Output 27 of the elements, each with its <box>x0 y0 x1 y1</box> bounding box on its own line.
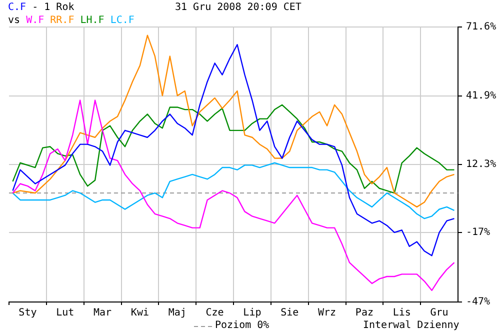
y-tick-label: 41.9% <box>466 90 496 102</box>
text: vs <box>8 15 22 26</box>
x-tick-label: Kwi <box>130 308 149 319</box>
y-tick-label: 12.3% <box>466 159 496 170</box>
x-tick-label: Sie <box>280 308 299 319</box>
text: Interwal Dzienny <box>363 320 460 332</box>
legend-label: Poziom 0% <box>215 320 270 332</box>
x-tick-label: Lis <box>392 308 411 319</box>
y-tick-label: -47% <box>466 296 490 308</box>
x-tick-label: Lut <box>56 308 74 319</box>
x-tick-label: Maj <box>168 308 186 319</box>
text: LC.F <box>110 15 134 26</box>
text: RR.F <box>50 15 74 26</box>
text: 31 Gru 2008 20:09 CET <box>175 2 302 14</box>
y-tick-label: -17% <box>466 227 490 238</box>
x-tick-label: Gru <box>430 308 448 319</box>
x-tick-label: Sty <box>18 308 37 319</box>
text: LH.F <box>80 15 104 26</box>
text: W.F <box>26 15 44 26</box>
x-tick-label: Wrz <box>318 308 336 319</box>
chart-title: - 1 Rok <box>32 2 74 13</box>
y-tick-label: 71.6% <box>466 22 496 33</box>
text: C.F <box>8 2 28 13</box>
x-tick-label: Cze <box>206 308 224 319</box>
x-tick-label: Paz <box>355 308 374 319</box>
x-tick-label: Mar <box>94 308 112 319</box>
x-tick-label: Lip <box>243 308 262 319</box>
